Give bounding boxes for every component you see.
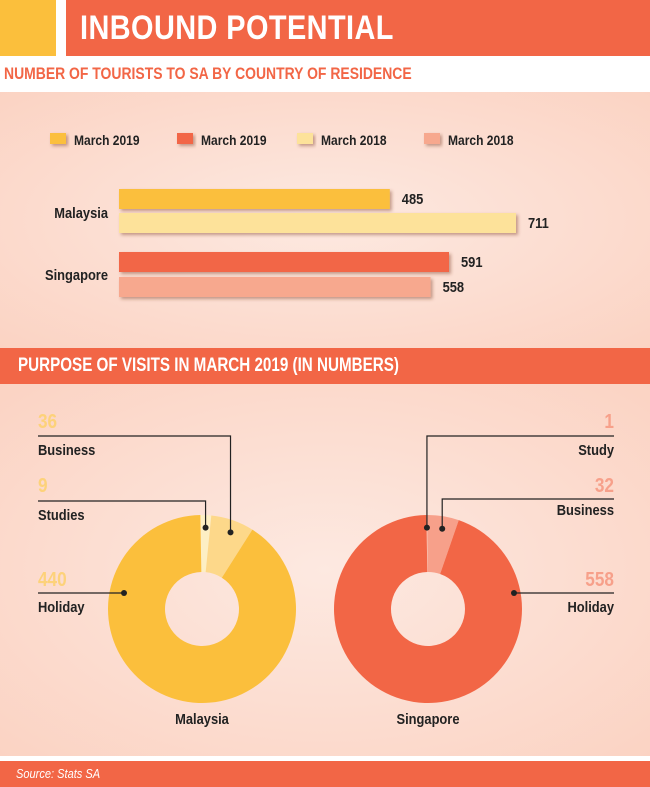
category-label-malaysia: Malaysia: [54, 204, 108, 221]
bar-singapore-3: [119, 277, 431, 297]
header-accent-square: [0, 0, 56, 56]
leader-dot-studies: [202, 524, 209, 531]
slice-business: [427, 515, 459, 575]
leader-line-studies: [38, 500, 207, 528]
slice-label-business: Business: [557, 501, 614, 518]
legend-label-0: March 2019: [74, 132, 140, 148]
leader-line-study: [426, 435, 614, 528]
leader-line-business: [38, 435, 232, 533]
legend-label-3: March 2018: [448, 132, 514, 148]
chart-subtitle: NUMBER OF TOURISTS TO SA BY COUNTRY OF R…: [4, 64, 412, 83]
bar-chart: 485 711 591 558 Malaysia Singapore: [45, 189, 549, 297]
bar-malaysia-1: [119, 213, 516, 233]
leader-dot-study: [423, 524, 430, 531]
source-label: Source: Stats SA: [16, 766, 101, 781]
slice-holiday: [333, 515, 522, 703]
slice-holiday: [107, 515, 296, 703]
legend-swatch-3: [424, 133, 440, 144]
slice-label-business: Business: [38, 441, 95, 458]
slice-business: [205, 515, 253, 578]
donut-singapore: 558 Holiday 1 Study 32 Business Singapore: [333, 410, 614, 727]
slice-value-study: 1: [604, 410, 614, 433]
section-title: PURPOSE OF VISITS IN MARCH 2019 (IN NUMB…: [18, 355, 399, 376]
category-label-singapore: Singapore: [45, 266, 108, 283]
leader-line-business: [441, 498, 614, 529]
bar-malaysia-0: [119, 189, 390, 209]
slice-label-holiday: Holiday: [38, 598, 85, 615]
slice-value-holiday: 558: [585, 568, 614, 591]
slice-value-business: 32: [595, 474, 614, 497]
title-bar: INBOUND POTENTIAL: [66, 0, 650, 56]
legend-swatch-1: [177, 133, 193, 144]
bar-value-label-2: 591: [461, 253, 483, 270]
section-bar: PURPOSE OF VISITS IN MARCH 2019 (IN NUMB…: [0, 348, 650, 384]
slice-label-studies: Studies: [38, 506, 85, 523]
page-title: INBOUND POTENTIAL: [80, 9, 394, 47]
bar-value-label-0: 485: [402, 190, 424, 207]
bar-singapore-2: [119, 252, 449, 272]
slice-value-business: 36: [38, 410, 57, 433]
slice-value-studies: 9: [38, 474, 48, 497]
leader-dot-business: [439, 525, 446, 532]
legend-label-1: March 2019: [201, 132, 267, 148]
legend-swatch-0: [50, 133, 66, 144]
leader-dot-holiday: [121, 590, 127, 596]
legend: March 2019 March 2019 March 2018 March 2018: [50, 132, 514, 148]
donut-title-singapore: Singapore: [397, 710, 460, 727]
legend-label-2: March 2018: [321, 132, 387, 148]
legend-swatch-2: [297, 133, 313, 144]
leader-dot-business: [227, 529, 234, 536]
bar-value-label-1: 711: [528, 214, 549, 231]
bar-value-label-3: 558: [443, 278, 465, 295]
donut-charts: 440 Holiday 9 Studies 36 Business Malaysia 558 H…: [38, 410, 614, 727]
footer-bar: Source: Stats SA: [0, 761, 650, 787]
donut-malaysia: 440 Holiday 9 Studies 36 Business Malaysia: [38, 410, 296, 727]
donut-chart-panel: [0, 384, 650, 756]
slice-label-holiday: Holiday: [567, 598, 614, 615]
slice-value-holiday: 440: [38, 568, 67, 591]
leader-dot-holiday: [511, 590, 517, 596]
donut-title-malaysia: Malaysia: [175, 710, 229, 727]
slice-label-study: Study: [578, 441, 614, 458]
